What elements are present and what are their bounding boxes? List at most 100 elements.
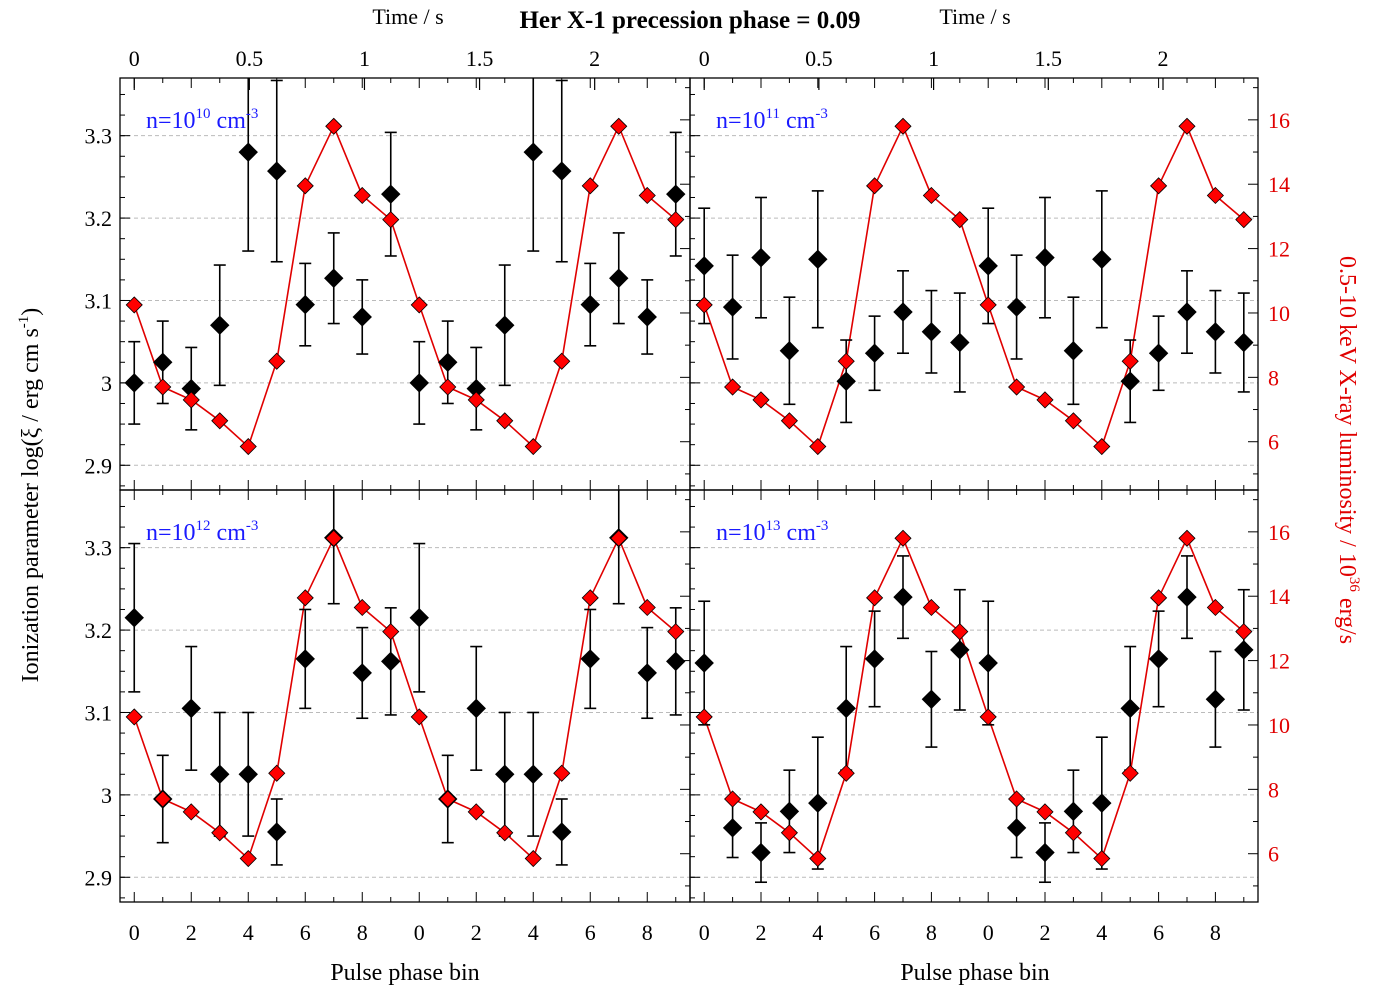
x-tick-label: 6 bbox=[869, 920, 880, 945]
luminosity-point bbox=[154, 790, 172, 808]
luminosity-point bbox=[780, 824, 798, 842]
luminosity-point bbox=[1036, 803, 1054, 821]
xi-point bbox=[1035, 842, 1055, 863]
luminosity-point bbox=[695, 708, 713, 726]
panel-label-unit-exp: -3 bbox=[246, 106, 259, 122]
y-tick-label: 2.9 bbox=[85, 865, 113, 890]
xi-point bbox=[1177, 587, 1197, 607]
xi-point bbox=[580, 294, 600, 315]
luminosity-point bbox=[667, 211, 685, 229]
time-tick-label: 2 bbox=[1158, 46, 1169, 71]
xi-point bbox=[1063, 801, 1084, 822]
y-axis-label-right: 0.5-10 keV X-ray luminosity / 1036 erg/s bbox=[1334, 256, 1362, 644]
panel-label: n=1011 cm-3 bbox=[716, 106, 828, 134]
luminosity-point bbox=[496, 824, 514, 842]
chart-title: Her X-1 precession phase = 0.09 bbox=[519, 7, 860, 34]
panel-label-base: n=10 bbox=[716, 108, 766, 134]
xi-point bbox=[495, 315, 515, 335]
x-tick-label: 6 bbox=[300, 920, 311, 945]
xi-point bbox=[1006, 818, 1027, 838]
luminosity-point bbox=[610, 117, 628, 135]
xi-point bbox=[181, 698, 201, 719]
time-tick-label: 1 bbox=[359, 46, 370, 71]
luminosity-point bbox=[211, 412, 229, 430]
xi-point bbox=[921, 322, 942, 342]
x-tick-label: 4 bbox=[1096, 920, 1107, 945]
luminosity-line bbox=[703, 536, 1245, 860]
xi-point bbox=[1063, 341, 1084, 361]
y-axis-label-right-end: erg/s bbox=[1334, 592, 1360, 644]
y2-tick-label: 10 bbox=[1268, 301, 1290, 326]
luminosity-point bbox=[553, 764, 571, 782]
y2-tick-label: 14 bbox=[1268, 172, 1290, 197]
luminosity-point bbox=[1008, 378, 1026, 396]
xi-point bbox=[267, 822, 287, 842]
xi-point bbox=[409, 373, 429, 393]
luminosity-point bbox=[296, 589, 314, 607]
luminosity-point bbox=[382, 211, 400, 229]
panel-label-exp: 13 bbox=[766, 518, 781, 534]
xi-point bbox=[893, 302, 913, 322]
luminosity-point bbox=[638, 598, 656, 617]
xi-point bbox=[666, 184, 686, 204]
xi-point bbox=[238, 764, 258, 784]
x-tick-label: 8 bbox=[1210, 920, 1221, 945]
x-tick-label: 6 bbox=[585, 920, 596, 945]
luminosity-point bbox=[1121, 764, 1139, 782]
xi-point bbox=[153, 352, 173, 372]
panel-label: n=1010 cm-3 bbox=[146, 106, 258, 134]
luminosity-point bbox=[610, 529, 628, 547]
panel-plot-area bbox=[694, 117, 1254, 456]
panel-label-base: n=10 bbox=[146, 520, 196, 546]
xi-point bbox=[1205, 689, 1226, 710]
top-axis-label-right: Time / s bbox=[939, 4, 1010, 29]
xi-point bbox=[495, 764, 515, 784]
panels: 0 0.5 1 1.5 22.933.13.23.3n=1010 cm-30 0.5 1 1.… bbox=[85, 46, 1291, 945]
panel-label-exp: 11 bbox=[766, 106, 780, 122]
xi-point bbox=[295, 294, 315, 315]
x-tick-label: 2 bbox=[1040, 920, 1051, 945]
xi-point bbox=[921, 689, 942, 710]
xi-point bbox=[722, 818, 743, 838]
panel-1: 0 0.5 1 1.5 2 6 8 10 12 14 16 n=1011 cm-3 bbox=[689, 46, 1290, 491]
y-axis-label-left-text: Ionization parameter log(ξ / erg cm s bbox=[18, 328, 44, 682]
luminosity-point bbox=[724, 790, 742, 808]
luminosity-point bbox=[524, 437, 542, 456]
x-tick-label: 4 bbox=[243, 920, 254, 945]
xi-point bbox=[1092, 249, 1112, 269]
panel-label-unit: cm bbox=[781, 520, 817, 546]
y2-tick-label: 16 bbox=[1268, 108, 1290, 133]
luminosity-point bbox=[780, 412, 798, 430]
xi-point bbox=[409, 608, 429, 628]
luminosity-point bbox=[325, 529, 343, 547]
luminosity-point bbox=[439, 378, 457, 396]
panel-label-exp: 12 bbox=[196, 518, 211, 534]
xi-point bbox=[466, 698, 486, 719]
luminosity-point bbox=[695, 296, 713, 314]
time-tick-label: 2 bbox=[589, 46, 600, 71]
luminosity-point bbox=[979, 296, 997, 314]
xi-point bbox=[836, 698, 856, 719]
xi-point bbox=[238, 142, 258, 162]
x-axis-label-left: Pulse phase bin bbox=[330, 960, 479, 986]
luminosity-point bbox=[1178, 529, 1196, 547]
luminosity-point bbox=[467, 803, 485, 821]
luminosity-point bbox=[296, 177, 314, 195]
xi-point bbox=[751, 247, 771, 268]
xi-point bbox=[1205, 322, 1226, 342]
luminosity-point bbox=[268, 352, 286, 370]
xi-point bbox=[779, 341, 800, 361]
xi-point bbox=[950, 640, 970, 660]
panel-frame bbox=[689, 77, 1259, 491]
luminosity-point bbox=[752, 803, 770, 821]
xi-point bbox=[722, 297, 743, 317]
luminosity-point bbox=[524, 849, 542, 868]
x-tick-label: 8 bbox=[357, 920, 368, 945]
time-tick-label: 0 bbox=[129, 46, 140, 71]
luminosity-point bbox=[894, 529, 912, 547]
y2-tick-label: 12 bbox=[1268, 649, 1290, 674]
xi-point bbox=[267, 161, 287, 181]
panel-label-unit-exp: -3 bbox=[815, 106, 828, 122]
luminosity-point bbox=[638, 186, 656, 205]
